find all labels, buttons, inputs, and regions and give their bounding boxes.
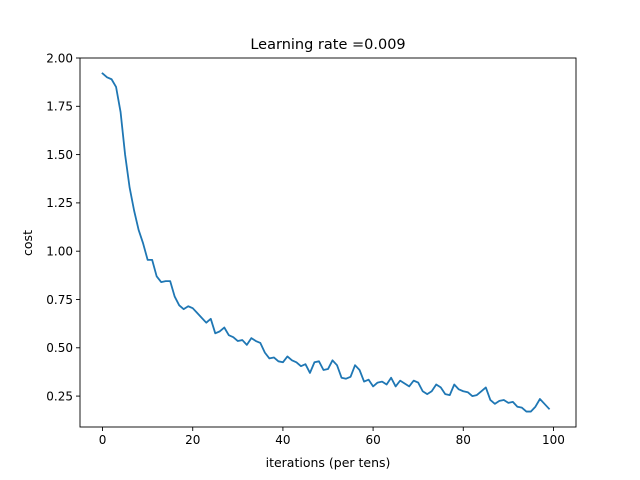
y-tick-label: 1.25 bbox=[46, 196, 73, 210]
x-axis-label: iterations (per tens) bbox=[266, 455, 391, 470]
x-axis: 0 20 40 60 80 100 bbox=[99, 427, 565, 447]
cost-series-line bbox=[101, 72, 551, 413]
y-tick-label: 1.75 bbox=[46, 100, 73, 114]
chart-title: Learning rate =0.009 bbox=[250, 37, 405, 53]
y-tick-label: 1.00 bbox=[46, 244, 73, 258]
x-tick-label: 20 bbox=[185, 433, 200, 447]
plot-area bbox=[101, 72, 551, 413]
y-tick-label: 0.25 bbox=[46, 389, 73, 403]
y-tick-label: 0.75 bbox=[46, 293, 73, 307]
y-tick-label: 1.50 bbox=[46, 148, 73, 162]
x-tick-label: 80 bbox=[456, 433, 471, 447]
y-axis-label: cost bbox=[20, 230, 35, 256]
y-axis: 0.25 0.50 0.75 1.00 1.25 1.50 1.75 2.00 bbox=[46, 51, 80, 403]
x-tick-label: 0 bbox=[99, 433, 107, 447]
x-tick-label: 60 bbox=[365, 433, 380, 447]
x-tick-label: 40 bbox=[275, 433, 290, 447]
y-tick-label: 0.50 bbox=[46, 341, 73, 355]
x-tick-label: 100 bbox=[542, 433, 565, 447]
axes-frame bbox=[79, 57, 577, 428]
y-tick-label: 2.00 bbox=[46, 51, 73, 65]
